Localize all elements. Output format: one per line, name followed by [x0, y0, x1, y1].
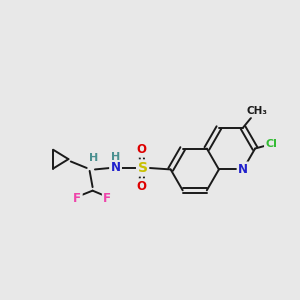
- Text: O: O: [136, 180, 146, 193]
- Text: N: N: [110, 161, 121, 175]
- Text: H: H: [88, 153, 98, 163]
- Text: F: F: [73, 192, 81, 206]
- Text: Cl: Cl: [266, 139, 277, 149]
- Text: N: N: [238, 163, 248, 176]
- Text: CH₃: CH₃: [246, 106, 267, 116]
- Text: H: H: [111, 152, 120, 162]
- Text: S: S: [138, 161, 148, 175]
- Text: O: O: [136, 143, 146, 156]
- Text: F: F: [103, 192, 111, 206]
